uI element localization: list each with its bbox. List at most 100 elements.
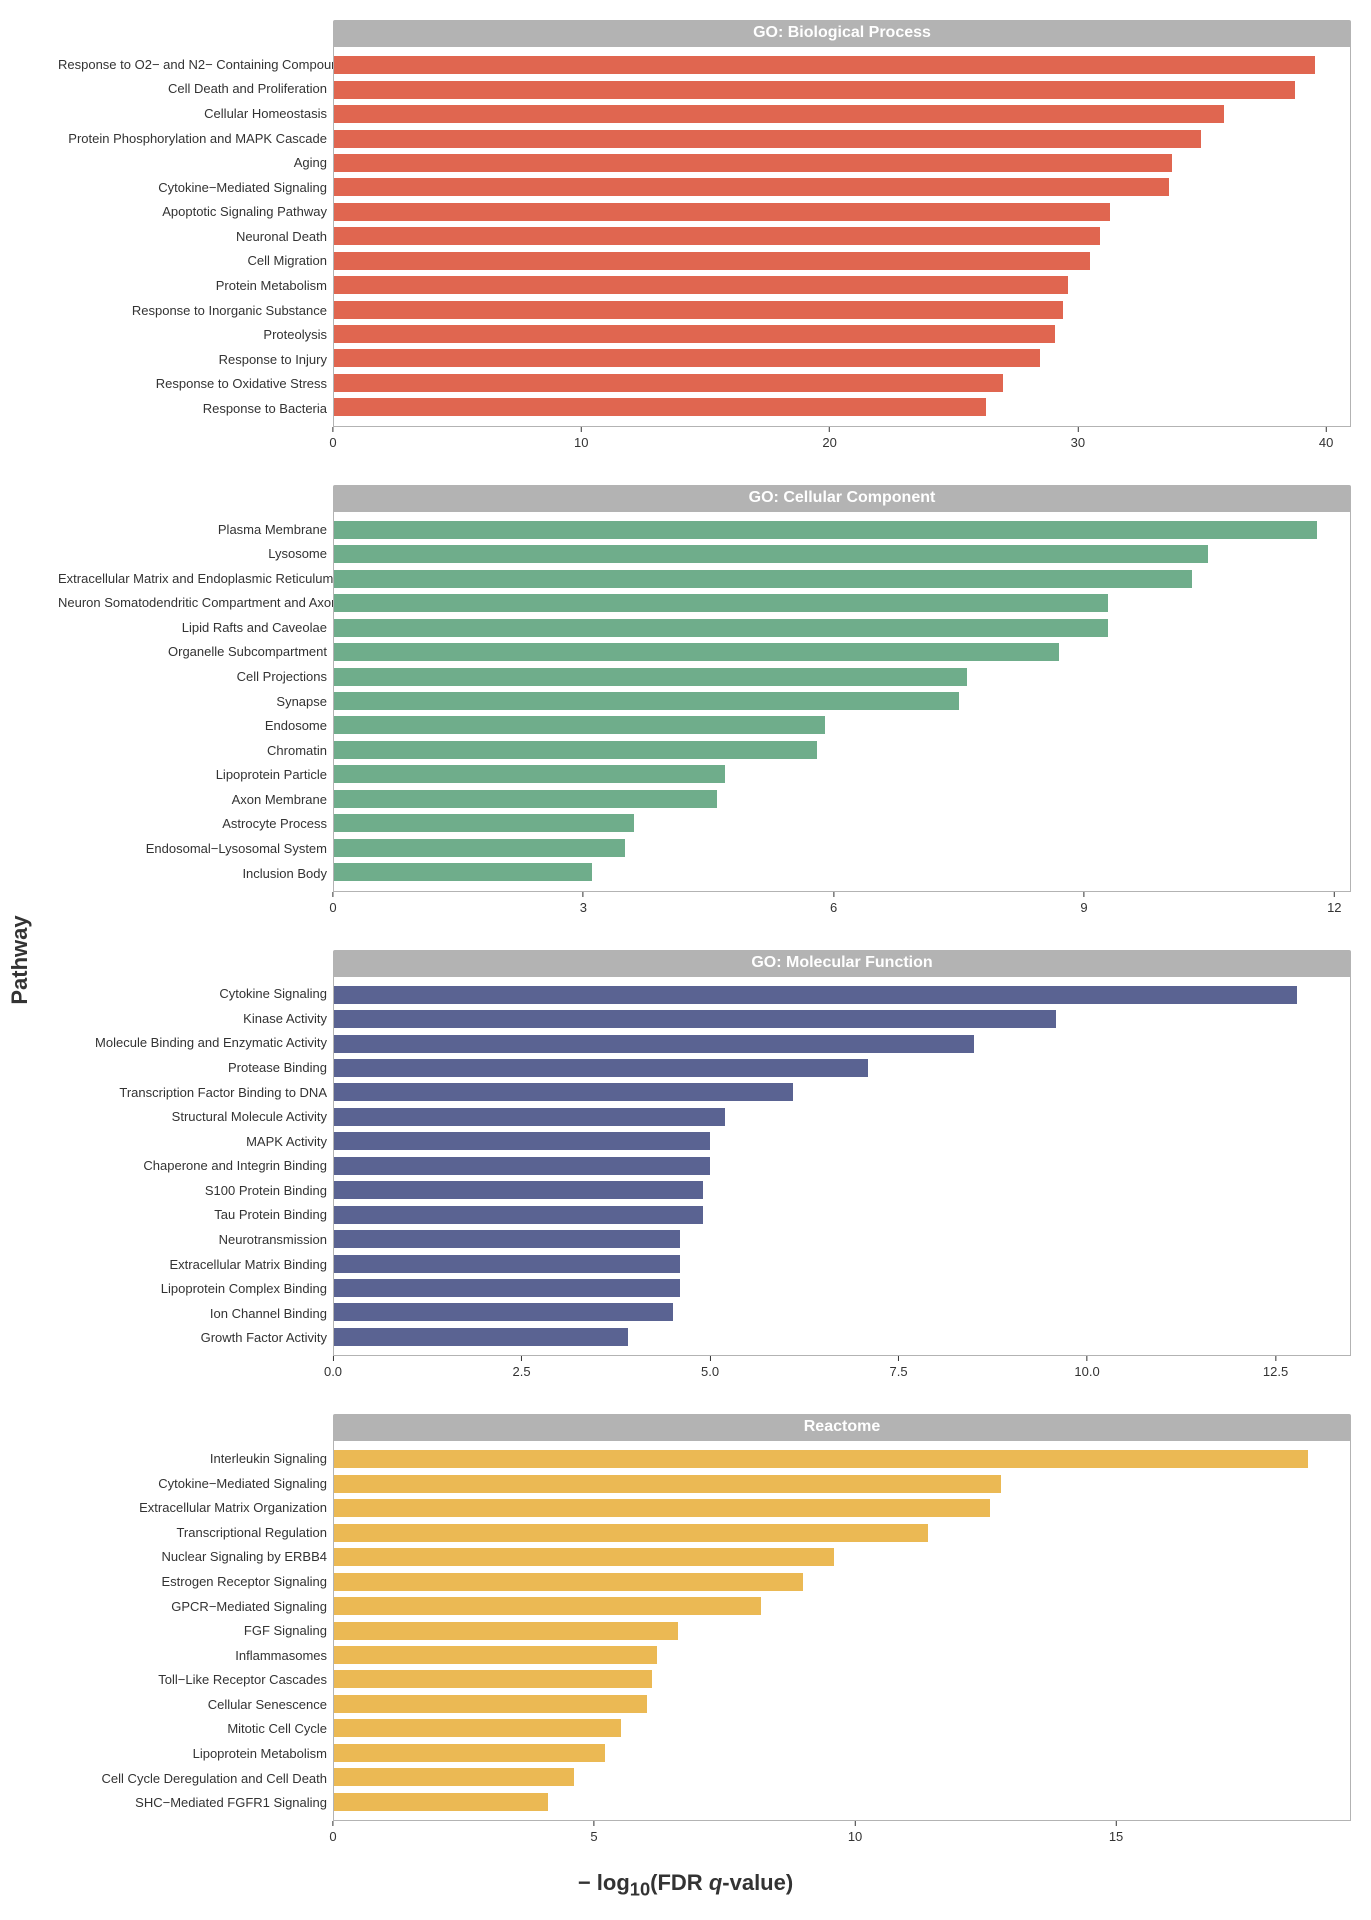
bar xyxy=(334,668,967,686)
bar-row xyxy=(334,790,1350,808)
x-tick: 10 xyxy=(848,1821,862,1844)
bar xyxy=(334,1230,680,1248)
plot-area xyxy=(333,46,1351,427)
bar xyxy=(334,301,1063,319)
category-label: Cell Death and Proliferation xyxy=(58,82,333,95)
tick-mark xyxy=(594,1821,595,1826)
bar-row xyxy=(334,1157,1350,1175)
bar-row xyxy=(334,1670,1350,1688)
bar-row xyxy=(334,765,1350,783)
bar xyxy=(334,178,1169,196)
bar-row xyxy=(334,716,1350,734)
chart-panel: Interleukin Signaling Cytokine−Mediated S… xyxy=(58,1414,1351,1855)
tick-label: 15 xyxy=(1109,1829,1123,1844)
bar xyxy=(334,986,1297,1004)
bar xyxy=(334,619,1108,637)
bar xyxy=(334,790,717,808)
category-label: Apoptotic Signaling Pathway xyxy=(58,205,333,218)
bar-row xyxy=(334,1646,1350,1664)
tick-label: 30 xyxy=(1071,435,1085,450)
category-label: Aging xyxy=(58,156,333,169)
bar xyxy=(334,521,1317,539)
bar xyxy=(334,570,1192,588)
bar xyxy=(334,1328,628,1346)
category-label: Neuron Somatodendritic Compartment and A… xyxy=(58,596,333,609)
tick-mark xyxy=(829,427,830,432)
bar xyxy=(334,741,817,759)
tick-label: 5.0 xyxy=(701,1364,719,1379)
category-label: Cellular Senescence xyxy=(58,1698,333,1711)
bar xyxy=(334,1035,974,1053)
category-label: Protein Metabolism xyxy=(58,279,333,292)
bar-row xyxy=(334,668,1350,686)
tick-mark xyxy=(1334,892,1335,897)
bar xyxy=(334,252,1090,270)
tick-mark xyxy=(898,1356,899,1361)
y-labels-column: Cytokine SignalingKinase ActivityMolecul… xyxy=(58,950,333,1391)
tick-label: 10.0 xyxy=(1074,1364,1099,1379)
bar xyxy=(334,1768,574,1786)
bar-row xyxy=(334,1010,1350,1028)
bar xyxy=(334,1059,868,1077)
category-label: Chaperone and Integrin Binding xyxy=(58,1159,333,1172)
category-label: Endosomal−Lysosomal System xyxy=(58,842,333,855)
bar xyxy=(334,1132,710,1150)
bar xyxy=(334,1083,793,1101)
x-tick: 5.0 xyxy=(701,1356,719,1379)
bar-row xyxy=(334,1035,1350,1053)
tick-mark xyxy=(521,1356,522,1361)
tick-mark xyxy=(1275,1356,1276,1361)
bar xyxy=(334,1475,1001,1493)
bar-row xyxy=(334,1719,1350,1737)
bar xyxy=(334,203,1110,221)
category-label: Cell Cycle Deregulation and Cell Death xyxy=(58,1772,333,1785)
tick-label: 12.5 xyxy=(1263,1364,1288,1379)
bar-row xyxy=(334,252,1350,270)
category-label: Response to Oxidative Stress xyxy=(58,377,333,390)
bar xyxy=(334,1548,834,1566)
bar xyxy=(334,1157,710,1175)
bar xyxy=(334,814,634,832)
bar xyxy=(334,1279,680,1297)
tick-mark xyxy=(332,1356,333,1361)
category-label: Plasma Membrane xyxy=(58,523,333,536)
bar-row xyxy=(334,521,1350,539)
y-labels-column: Interleukin Signaling Cytokine−Mediated S… xyxy=(58,1414,333,1855)
category-label: Lipid Rafts and Caveolae xyxy=(58,621,333,634)
x-tick: 15 xyxy=(1109,1821,1123,1844)
category-label: Tau Protein Binding xyxy=(58,1208,333,1221)
bar-row xyxy=(334,1524,1350,1542)
x-tick: 12.5 xyxy=(1263,1356,1288,1379)
bar-row xyxy=(334,1573,1350,1591)
x-tick: 30 xyxy=(1071,427,1085,450)
tick-label: 5 xyxy=(590,1829,597,1844)
tick-label: 9 xyxy=(1080,900,1087,915)
panel-strip-title: GO: Biological Process xyxy=(333,20,1351,46)
category-label: Structural Molecule Activity xyxy=(58,1110,333,1123)
bar-row xyxy=(334,1108,1350,1126)
bar-row xyxy=(334,986,1350,1004)
tick-mark xyxy=(833,892,834,897)
panel-strip-title: GO: Cellular Component xyxy=(333,485,1351,511)
bar-row xyxy=(334,1059,1350,1077)
x-tick: 0 xyxy=(329,1821,336,1844)
plot-column: GO: Cellular Component036912 xyxy=(333,485,1351,926)
category-label: Cytokine Signaling xyxy=(58,987,333,1000)
x-tick: 7.5 xyxy=(890,1356,908,1379)
bar-row xyxy=(334,1181,1350,1199)
bar xyxy=(334,863,592,881)
bar-row xyxy=(334,1499,1350,1517)
y-labels-column: Plasma MembraneLysosomeExtracellular Mat… xyxy=(58,485,333,926)
y-axis-title: Pathway xyxy=(7,915,33,1004)
category-label: Extracellular Matrix Binding xyxy=(58,1258,333,1271)
plot-column: Reactome051015 xyxy=(333,1414,1351,1855)
bar xyxy=(334,594,1108,612)
category-label: Mitotic Cell Cycle xyxy=(58,1722,333,1735)
bar-row xyxy=(334,301,1350,319)
category-label: Interleukin Signaling xyxy=(58,1452,333,1465)
x-ticks: 010203040 xyxy=(333,427,1351,461)
category-label: Extracellular Matrix and Endoplasmic Ret… xyxy=(58,572,333,585)
bar-row xyxy=(334,1597,1350,1615)
bar-row xyxy=(334,349,1350,367)
category-label: Cytokine−Mediated Signaling xyxy=(58,1477,333,1490)
